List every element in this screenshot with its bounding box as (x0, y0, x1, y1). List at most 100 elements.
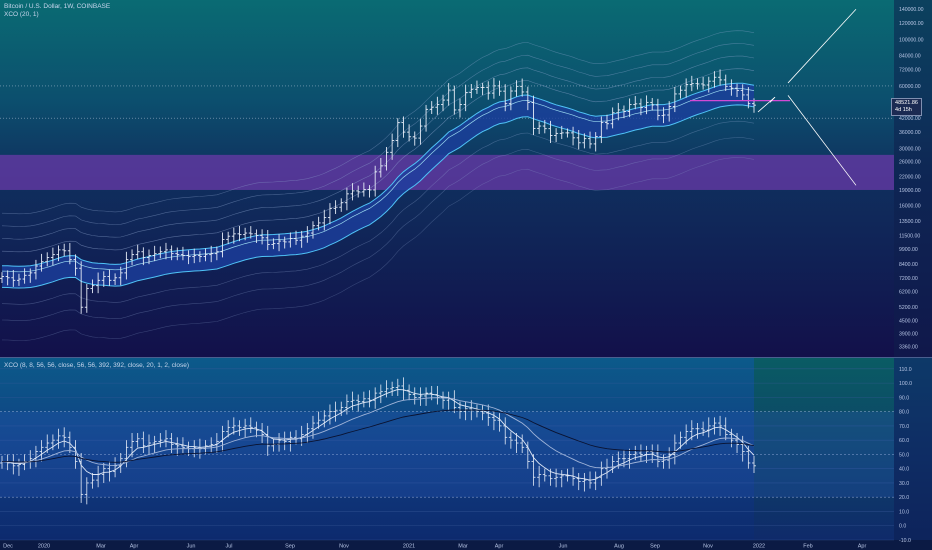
indicator-title-bottom[interactable]: XCO (8, 8, 56, 56, close, 56, 56, 392, 3… (4, 362, 189, 369)
ohlc-bar (678, 85, 683, 99)
osc-bar (480, 404, 485, 421)
osc-bar (554, 468, 559, 488)
price-axis-label: 36000.00 (899, 130, 921, 136)
envelope-outer-line (1, 43, 755, 227)
ohlc-bar (113, 273, 118, 285)
ohlc-bar (446, 83, 451, 106)
ohlc-bar (344, 187, 349, 211)
ohlc-bar (197, 251, 202, 263)
osc-axis-label: 0.0 (899, 524, 906, 530)
price-axis-label: 6200.00 (899, 289, 918, 295)
price-axis-label: 5200.00 (899, 305, 918, 311)
osc-slow-line (2, 409, 755, 463)
ohlc-bar (333, 200, 338, 214)
osc-bar (672, 434, 677, 465)
ohlc-bar (503, 84, 508, 112)
ohlc-bar (746, 87, 751, 109)
osc-bar (350, 391, 355, 411)
ohlc-bar (192, 248, 197, 264)
osc-bar (50, 434, 55, 451)
ohlc-bar (310, 221, 315, 239)
osc-bar (175, 437, 180, 456)
symbol-title[interactable]: Bitcoin / U.S. Dollar, 1W, COINBASE (4, 3, 111, 10)
ohlc-bar (96, 272, 101, 294)
ohlc-bar (576, 130, 581, 150)
ohlc-bar (260, 229, 265, 245)
ohlc-bar (684, 78, 689, 98)
ohlc-bar (497, 80, 502, 96)
ohlc-bar (604, 114, 609, 130)
ohlc-bar (474, 80, 479, 94)
ohlc-bar (735, 83, 740, 97)
ohlc-bar (407, 124, 412, 142)
ohlc-bar (130, 249, 135, 266)
ohlc-bar (265, 229, 270, 251)
ohlc-bar (554, 128, 559, 143)
osc-axis-label: -10.0 (899, 538, 911, 544)
ohlc-bar (322, 209, 327, 231)
ohlc-bar (695, 78, 700, 90)
ohlc-bar (395, 118, 400, 148)
envelope-outer-line (1, 55, 755, 240)
envelope-outer-line (1, 137, 755, 321)
indicator-title-top[interactable]: XCO (20, 1) (4, 11, 39, 18)
time-axis-label: Sep (285, 544, 295, 550)
osc-bar (344, 394, 349, 415)
ohlc-bar (627, 98, 632, 118)
ohlc-bar (299, 230, 304, 248)
time-axis-label: 2020 (38, 544, 50, 550)
ohlc-bar (689, 75, 694, 92)
osc-bar (141, 431, 146, 453)
osc-bar (441, 391, 446, 409)
osc-bar (418, 387, 423, 406)
osc-bar (384, 380, 389, 398)
ohlc-bar (316, 216, 321, 231)
price-axis-bg (894, 0, 932, 540)
time-axis-label: Apr (130, 544, 139, 550)
price-axis-label: 7200.00 (899, 276, 918, 282)
price-axis-label: 120000.00 (899, 21, 924, 27)
envelope-inner-line (1, 82, 755, 267)
osc-bar (520, 434, 525, 453)
ohlc-bar (45, 252, 50, 267)
ohlc-bar (288, 232, 293, 248)
ohlc-bar (350, 183, 355, 201)
ohlc-bar (67, 242, 72, 265)
ohlc-bar (508, 86, 513, 111)
ohlc-bar (667, 101, 672, 122)
osc-bar (169, 433, 174, 453)
osc-bar (491, 411, 496, 431)
ohlc-bar (729, 79, 734, 96)
osc-bar (576, 472, 581, 491)
price-axis-label: 16000.00 (899, 204, 921, 210)
ohlc-bar (390, 133, 395, 160)
countdown-value: 4d 15h (895, 107, 912, 113)
ohlc-bar (135, 244, 140, 260)
osc-axis-label: 30.0 (899, 481, 909, 487)
ohlc-bar (33, 259, 38, 280)
ohlc-bar (243, 227, 248, 241)
ohlc-bar (11, 269, 16, 287)
ohlc-bar (401, 116, 406, 138)
ohlc-bar (118, 266, 123, 286)
osc-bar (412, 387, 417, 405)
ohlc-bar (525, 86, 530, 111)
osc-bar (231, 417, 236, 435)
price-axis-label: 100000.00 (899, 38, 924, 44)
price-axis-label: 140000.00 (899, 7, 924, 13)
osc-axis-label: 110.0 (899, 367, 912, 373)
osc-bar (497, 413, 502, 432)
osc-bar (67, 431, 72, 453)
ohlc-bar (16, 273, 21, 286)
osc-bar (559, 470, 564, 488)
ohlc-bar (486, 81, 491, 100)
osc-bar (667, 447, 672, 469)
osc-bar (90, 472, 95, 489)
ohlc-bar (356, 185, 361, 198)
ohlc-bar (633, 96, 638, 110)
osc-bar (101, 462, 106, 483)
time-axis-label: Mar (458, 544, 468, 550)
ohlc-bar (638, 98, 643, 116)
osc-bar (627, 448, 632, 469)
